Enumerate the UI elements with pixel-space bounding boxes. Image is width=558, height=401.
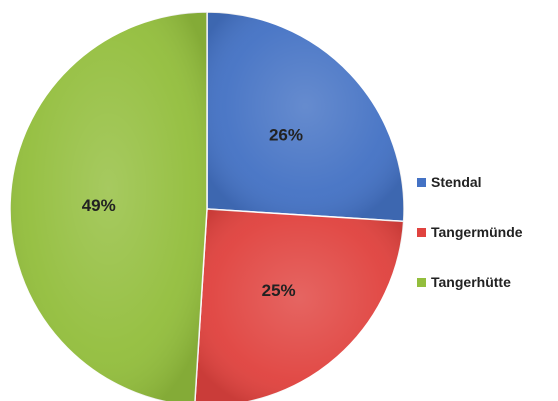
pie-slice-shading <box>194 209 404 401</box>
legend-swatch-tangerhuette <box>417 277 426 287</box>
data-label-tangerhuette: 49% <box>82 196 116 215</box>
legend-item-tangermuende: Tangermünde <box>417 222 558 242</box>
legend-label: Stendal <box>431 174 482 190</box>
pie-slices <box>9 11 405 401</box>
pie-data-labels: 26% 25% 49% <box>82 125 303 299</box>
legend-item-stendal: Stendal <box>417 172 558 192</box>
pie-slice-shading <box>207 12 404 222</box>
legend-label: Tangerhütte <box>431 274 511 290</box>
legend: Stendal Tangermünde Tangerhütte <box>417 172 558 322</box>
legend-label: Tangermünde <box>431 224 523 240</box>
legend-swatch-tangermuende <box>417 227 426 237</box>
data-label-stendal: 26% <box>269 125 303 144</box>
legend-item-tangerhuette: Tangerhütte <box>417 272 558 292</box>
legend-swatch-stendal <box>417 177 426 187</box>
pie-slice-shading <box>10 12 207 401</box>
data-label-tangermuende: 25% <box>262 281 296 300</box>
